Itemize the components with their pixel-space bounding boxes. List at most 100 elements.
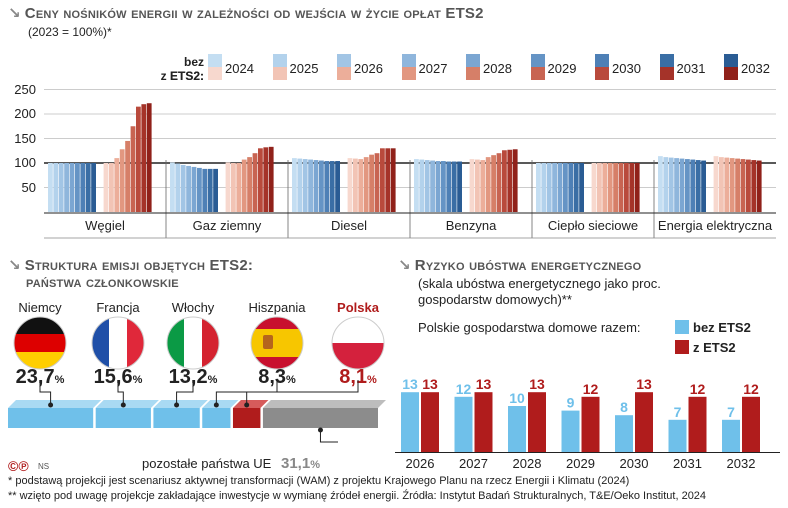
band-poland-top [232, 400, 269, 408]
bar-value-label: 7 [727, 404, 735, 420]
others-label: pozostałe państwa UE 31,1% [142, 455, 320, 472]
bar-value-label: 12 [690, 381, 706, 397]
pct-value: 13,2 [168, 366, 208, 388]
leader-dot [174, 402, 180, 408]
pct-value: 23,7 [15, 366, 55, 388]
bar-without-ets2 [313, 160, 319, 212]
bar-with-ets2 [746, 159, 751, 212]
bar-without-ets2 [508, 406, 526, 452]
bar-with-ets2 [258, 148, 263, 212]
bar-without-ets2 [685, 159, 690, 212]
band-others [262, 408, 378, 428]
bar-without-ets2 [75, 163, 80, 212]
bar-with-ets2 [103, 163, 109, 212]
year-label: 2028 [513, 456, 542, 471]
bar-without-ets2 [180, 164, 186, 212]
category-label: Energia elektryczna [657, 218, 773, 233]
country-name: Niemcy [18, 300, 62, 315]
bar-without-ets2 [91, 163, 96, 212]
legend-year: 2029 [547, 61, 577, 76]
bar-with-ets2 [469, 159, 475, 212]
bar-without-ets2 [319, 160, 324, 212]
band-italy [153, 408, 200, 428]
year-label: 2030 [620, 456, 649, 471]
bar-with-ets2 [751, 160, 757, 212]
band-germany-top [8, 400, 102, 408]
bar-without-ets2 [207, 168, 213, 212]
leader-dot [244, 402, 250, 408]
y-tick-label: 50 [21, 179, 36, 195]
legend-swatch-with [595, 67, 609, 80]
bar-with-ets2 [480, 160, 486, 212]
bar-without-ets2 [658, 156, 663, 212]
legend-year: 2024 [225, 61, 254, 76]
bar-with-ets2 [597, 163, 602, 212]
bar-without-ets2 [435, 161, 441, 212]
bar-with-ets2 [247, 157, 252, 212]
bar-without-ets2 [308, 159, 313, 212]
chart2-title: ↘ Struktura emisji objętych ETS2: [8, 257, 254, 274]
bar-without-ets2 [573, 163, 579, 212]
bar-with-ets2 [635, 392, 653, 452]
bar-with-ets2 [618, 163, 624, 212]
bar-without-ets2 [695, 160, 701, 212]
bar-value-label: 8 [620, 399, 628, 415]
chart3-subtitle-2: gospodarstw domowych)** [418, 292, 572, 307]
bar-without-ets2 [213, 168, 218, 212]
bar-with-ets2 [374, 153, 380, 212]
credit-tag: NS [38, 462, 50, 471]
bar-with-ets2 [485, 157, 491, 212]
bar-without-ets2 [302, 159, 308, 212]
chart3-title: ↘ Ryzyko ubóstwa energetycznego [398, 257, 642, 274]
bar-without-ets2 [615, 415, 633, 452]
bar-without-ets2 [202, 168, 208, 212]
year-label: 2029 [566, 456, 595, 471]
pct-unit: % [207, 374, 218, 386]
bar-with-ets2 [742, 396, 760, 452]
legend-year: 2030 [612, 61, 641, 76]
chart1-plot [44, 89, 776, 239]
category-label: Benzyna [445, 218, 497, 233]
bar-without-ets2 [457, 161, 462, 212]
bar-with-ets2 [347, 158, 353, 212]
bar-with-ets2 [109, 163, 114, 212]
footnote-1: * podstawą projekcji jest scenariusz akt… [8, 475, 630, 487]
bar-with-ets2 [125, 140, 130, 212]
bar-without-ets2 [85, 163, 91, 212]
bar-with-ets2 [629, 163, 635, 212]
bar-without-ets2 [414, 159, 419, 212]
bar-without-ets2 [292, 158, 297, 212]
bar-without-ets2 [668, 419, 687, 452]
bar-with-ets2 [496, 153, 502, 212]
bar-with-ets2 [353, 158, 358, 212]
year-label: 2031 [673, 456, 702, 471]
y-tick-label: 250 [14, 81, 36, 97]
legend-swatch-with [530, 67, 545, 80]
bar-without-ets2 [324, 161, 330, 212]
bar-without-ets2 [674, 158, 679, 212]
leader-line [117, 380, 124, 405]
arrow-icon: ↘ [398, 257, 411, 274]
pct-value: 8,3 [258, 366, 287, 388]
legend-year: 2027 [418, 61, 448, 76]
bar-with-ets2 [528, 392, 546, 452]
legend-label-without: bez ETS2 [693, 320, 751, 335]
legend-year: 2026 [354, 61, 383, 76]
bar-without-ets2 [335, 161, 340, 212]
year-label: 2027 [459, 456, 488, 471]
chart1-title: ↘ Ceny nośników energii w zależności od w… [8, 5, 484, 22]
bar-with-ets2 [225, 162, 231, 212]
bar-without-ets2 [679, 158, 685, 212]
bar-value-label: 13 [529, 376, 545, 392]
spain-flag-icon [250, 316, 304, 370]
bar-without-ets2 [722, 419, 740, 452]
bar-with-ets2 [236, 163, 242, 212]
pct-value: 15,6 [93, 366, 133, 388]
legend-swatch-with [401, 67, 416, 80]
legend-swatch-without [675, 320, 689, 334]
bar-value-label: 7 [674, 404, 682, 420]
arrow-icon: ↘ [8, 5, 21, 22]
bar-with-ets2 [591, 163, 597, 212]
legend-year: 2028 [483, 61, 512, 76]
bar-with-ets2 [141, 104, 147, 212]
